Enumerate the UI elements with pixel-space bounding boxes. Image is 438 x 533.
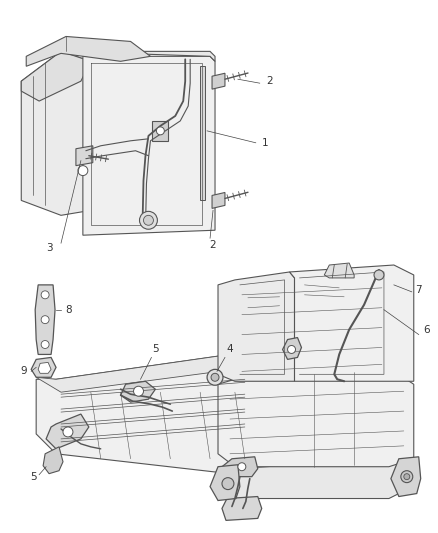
Polygon shape (212, 192, 225, 208)
Polygon shape (152, 121, 168, 141)
Polygon shape (218, 372, 414, 467)
Polygon shape (76, 146, 93, 166)
Polygon shape (218, 272, 294, 381)
Polygon shape (200, 66, 205, 200)
Polygon shape (36, 354, 260, 474)
Polygon shape (290, 265, 414, 381)
Polygon shape (83, 56, 215, 235)
Polygon shape (35, 285, 55, 354)
Circle shape (78, 166, 88, 175)
Text: 7: 7 (415, 285, 422, 295)
Circle shape (140, 212, 157, 229)
Circle shape (374, 270, 384, 280)
Polygon shape (46, 414, 89, 449)
Polygon shape (222, 497, 262, 520)
Polygon shape (21, 51, 91, 101)
Polygon shape (38, 362, 51, 373)
Circle shape (134, 386, 144, 396)
Polygon shape (120, 381, 155, 402)
Polygon shape (43, 447, 63, 474)
Text: 2: 2 (266, 76, 273, 86)
Polygon shape (36, 354, 260, 392)
Circle shape (41, 341, 49, 349)
Text: 9: 9 (20, 366, 27, 376)
Polygon shape (21, 51, 91, 215)
Polygon shape (210, 465, 240, 500)
Circle shape (156, 127, 164, 135)
Polygon shape (31, 358, 56, 377)
Text: 2: 2 (210, 240, 216, 250)
Polygon shape (212, 73, 225, 89)
Polygon shape (61, 51, 215, 61)
Circle shape (41, 291, 49, 299)
Text: 1: 1 (261, 138, 268, 148)
Text: 5: 5 (152, 344, 159, 354)
Polygon shape (283, 337, 301, 359)
Text: 3: 3 (46, 243, 53, 253)
Circle shape (222, 478, 234, 490)
Circle shape (404, 474, 410, 480)
Text: 5: 5 (30, 472, 36, 482)
Polygon shape (324, 263, 354, 278)
Circle shape (211, 373, 219, 381)
Circle shape (238, 463, 246, 471)
Text: 6: 6 (424, 325, 430, 335)
Text: 4: 4 (226, 344, 233, 354)
Circle shape (401, 471, 413, 482)
Polygon shape (26, 36, 150, 66)
Polygon shape (391, 457, 421, 497)
Polygon shape (222, 457, 258, 477)
Circle shape (63, 427, 73, 437)
Circle shape (288, 345, 296, 353)
Circle shape (41, 316, 49, 324)
Circle shape (144, 215, 153, 225)
Polygon shape (220, 459, 409, 498)
Circle shape (207, 369, 223, 385)
Text: 8: 8 (66, 305, 72, 314)
